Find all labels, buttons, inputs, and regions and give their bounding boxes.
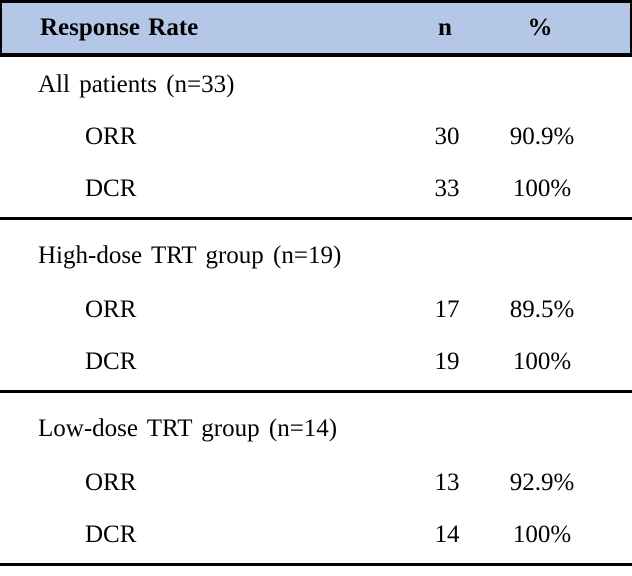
section-high-dose-trt: High-dose TRT group (n=19) ORR 17 89.5% …	[0, 220, 632, 393]
table-row: DCR 14 100%	[0, 509, 632, 561]
row-name: ORR	[85, 469, 137, 496]
table-row: ORR 17 89.5%	[0, 284, 632, 336]
section-label: Low-dose TRT group (n=14)	[38, 415, 338, 442]
row-name: DCR	[85, 521, 137, 548]
row-name: DCR	[85, 348, 137, 375]
row-name: ORR	[85, 123, 137, 150]
row-n-value: 13	[434, 469, 460, 496]
row-n-value: 14	[434, 521, 460, 548]
table-row: ORR 13 92.9%	[0, 457, 632, 509]
row-pct-value: 89.5%	[509, 296, 575, 323]
row-name: ORR	[85, 296, 137, 323]
row-n-value: 33	[434, 175, 460, 202]
table-row: DCR 19 100%	[0, 336, 632, 388]
table-header-row: Response Rate n %	[0, 0, 632, 57]
row-name: DCR	[85, 175, 137, 202]
row-pct-value: 100%	[512, 175, 572, 202]
row-n-value: 30	[434, 123, 460, 150]
row-pct-value: 92.9%	[509, 469, 575, 496]
header-col-percent: %	[527, 14, 553, 41]
section-label-row: All patients (n=33)	[0, 59, 632, 111]
section-label: High-dose TRT group (n=19)	[38, 242, 342, 269]
table-row: DCR 33 100%	[0, 163, 632, 215]
table-row: ORR 30 90.9%	[0, 111, 632, 163]
section-label-row: Low-dose TRT group (n=14)	[0, 401, 632, 457]
row-n-value: 19	[434, 348, 460, 375]
row-pct-value: 90.9%	[509, 123, 575, 150]
section-label-row: High-dose TRT group (n=19)	[0, 228, 632, 284]
header-col-n: n	[438, 14, 452, 41]
header-col-response-rate: Response Rate	[40, 14, 199, 41]
section-label: All patients (n=33)	[38, 71, 235, 98]
section-all-patients: All patients (n=33) ORR 30 90.9% DCR 33 …	[0, 57, 632, 220]
section-low-dose-trt: Low-dose TRT group (n=14) ORR 13 92.9% D…	[0, 393, 632, 566]
row-pct-value: 100%	[512, 348, 572, 375]
row-pct-value: 100%	[512, 521, 572, 548]
row-n-value: 17	[434, 296, 460, 323]
